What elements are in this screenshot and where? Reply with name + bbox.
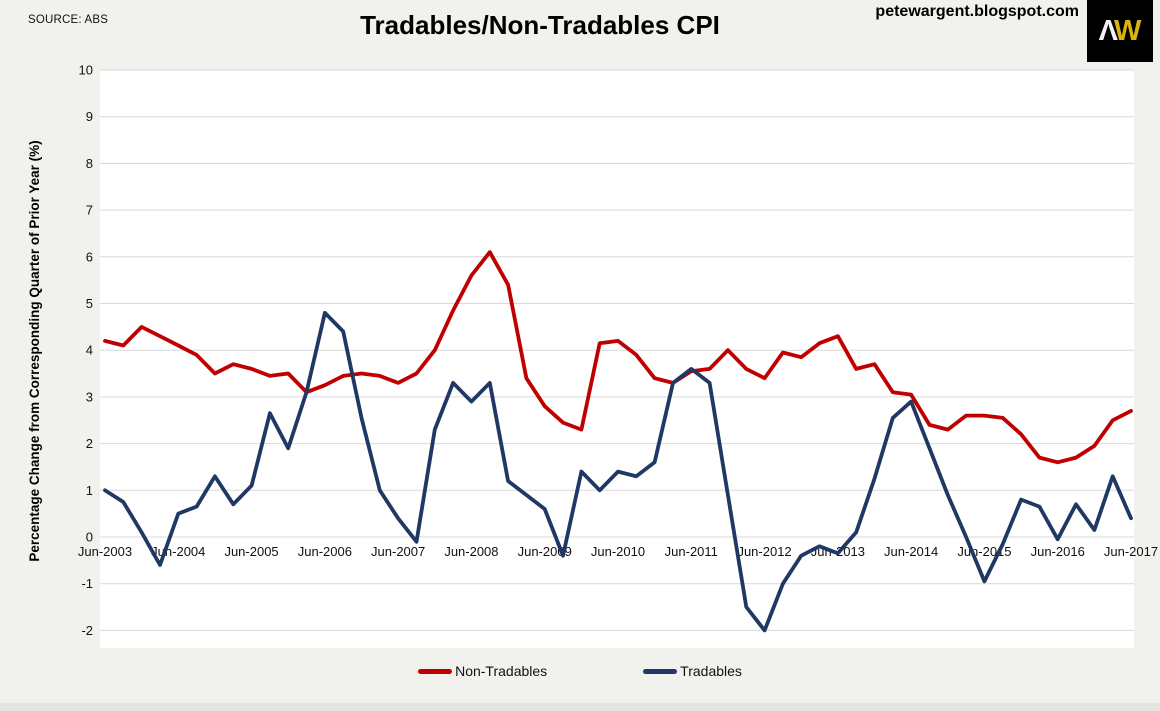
y-tick-label: 1 — [86, 483, 93, 498]
x-tick-label: Jun-2006 — [298, 544, 352, 559]
y-tick-label: 10 — [79, 63, 93, 78]
legend-label-tradables: Tradables — [680, 663, 742, 679]
x-tick-label: Jun-2016 — [1031, 544, 1085, 559]
x-tick-label: Jun-2003 — [78, 544, 132, 559]
y-tick-label: 6 — [86, 249, 93, 264]
chart-canvas: -2 -1 0 1 2 3 4 5 6 7 8 9 10 Jun-2003 Jun-2004 Jun-2005… — [27, 63, 1158, 648]
logo-letter-lambda: Λ — [1098, 14, 1118, 47]
legend-item-tradables: Tradables — [643, 663, 742, 679]
y-tick-label: 4 — [86, 343, 93, 358]
x-tick-label: Jun-2014 — [884, 544, 938, 559]
plot-area — [100, 70, 1134, 648]
y-tick-label: -2 — [81, 623, 93, 638]
brand-logo: Λ W — [1087, 0, 1153, 62]
page-title: Tradables/Non-Tradables CPI — [360, 10, 720, 40]
y-axis-title: Percentage Change from Corresponding Qua… — [27, 140, 42, 561]
x-tick-label: Jun-2007 — [371, 544, 425, 559]
y-tick-label: 3 — [86, 389, 93, 404]
y-tick-label: -1 — [81, 576, 93, 591]
source-label: SOURCE: ABS — [28, 14, 109, 26]
x-tick-label: Jun-2010 — [591, 544, 645, 559]
legend-swatch-tradables — [643, 668, 678, 674]
x-tick-label: Jun-2017 — [1104, 544, 1158, 559]
legend-item-non-tradables: Non-Tradables — [418, 663, 547, 679]
y-tick-label: 8 — [86, 156, 93, 171]
y-tick-label: 2 — [86, 436, 93, 451]
y-tick-label: 0 — [86, 530, 93, 545]
x-tick-label: Jun-2005 — [224, 544, 278, 559]
image-bottom-edge — [0, 703, 1160, 711]
y-tick-label: 5 — [86, 296, 93, 311]
series-line-tradables — [103, 310, 1133, 633]
legend-swatch-non-tradables — [418, 668, 453, 674]
logo-letter-w: W — [1113, 14, 1142, 47]
x-tick-label: Jun-2008 — [444, 544, 498, 559]
x-tick-label: Jun-2004 — [151, 544, 205, 559]
x-tick-label: Jun-2011 — [665, 544, 718, 559]
chart-legend: Non-Tradables Tradables — [0, 663, 1160, 679]
y-tick-label: 7 — [86, 203, 93, 218]
series-line-non-tradables — [103, 250, 1133, 465]
legend-label-non-tradables: Non-Tradables — [455, 663, 548, 679]
site-url: petewargent.blogspot.com — [875, 3, 1079, 20]
y-tick-label: 9 — [86, 109, 93, 124]
x-tick-label: Jun-2012 — [737, 544, 791, 559]
